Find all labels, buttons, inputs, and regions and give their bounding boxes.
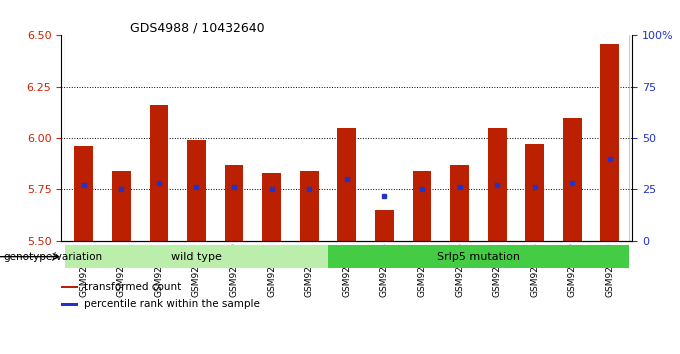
Bar <box>366 35 403 241</box>
Text: transformed count: transformed count <box>84 282 182 292</box>
Bar <box>516 35 554 241</box>
Bar <box>403 35 441 241</box>
Bar <box>61 303 78 306</box>
Bar <box>441 35 478 241</box>
Bar <box>403 35 441 241</box>
Bar <box>554 35 591 241</box>
Bar <box>337 128 356 241</box>
Bar <box>525 144 544 241</box>
Text: wild type: wild type <box>171 252 222 262</box>
Text: Srlp5 mutation: Srlp5 mutation <box>437 252 520 262</box>
Bar <box>140 35 177 241</box>
Bar <box>328 35 366 241</box>
Bar <box>563 118 581 241</box>
Bar <box>591 35 628 241</box>
Bar <box>290 35 328 241</box>
Bar <box>375 210 394 241</box>
Bar <box>413 171 431 241</box>
Bar <box>65 246 328 268</box>
Bar <box>450 165 469 241</box>
Bar <box>103 35 140 241</box>
Bar <box>253 35 290 241</box>
Text: percentile rank within the sample: percentile rank within the sample <box>84 299 260 309</box>
Bar <box>516 35 554 241</box>
Bar <box>103 35 140 241</box>
Bar <box>187 140 206 241</box>
Bar <box>290 35 328 241</box>
Bar <box>65 35 103 241</box>
Bar <box>177 35 216 241</box>
Bar <box>478 35 516 241</box>
Bar <box>216 35 253 241</box>
Bar <box>112 171 131 241</box>
Bar <box>253 35 290 241</box>
Bar <box>61 286 78 288</box>
Bar <box>177 35 216 241</box>
Bar <box>300 171 319 241</box>
Bar <box>478 35 516 241</box>
Bar <box>366 35 403 241</box>
Bar <box>140 35 177 241</box>
Bar <box>224 165 243 241</box>
Bar <box>328 35 366 241</box>
Bar <box>488 128 507 241</box>
Text: GDS4988 / 10432640: GDS4988 / 10432640 <box>130 21 265 34</box>
Bar <box>150 105 168 241</box>
Text: genotype/variation: genotype/variation <box>3 252 103 262</box>
Bar <box>441 35 478 241</box>
Bar <box>328 246 628 268</box>
Bar <box>216 35 253 241</box>
Bar <box>74 146 93 241</box>
Bar <box>262 173 281 241</box>
Bar <box>65 35 103 241</box>
Bar <box>554 35 591 241</box>
Bar <box>591 35 628 241</box>
Bar <box>600 44 619 241</box>
